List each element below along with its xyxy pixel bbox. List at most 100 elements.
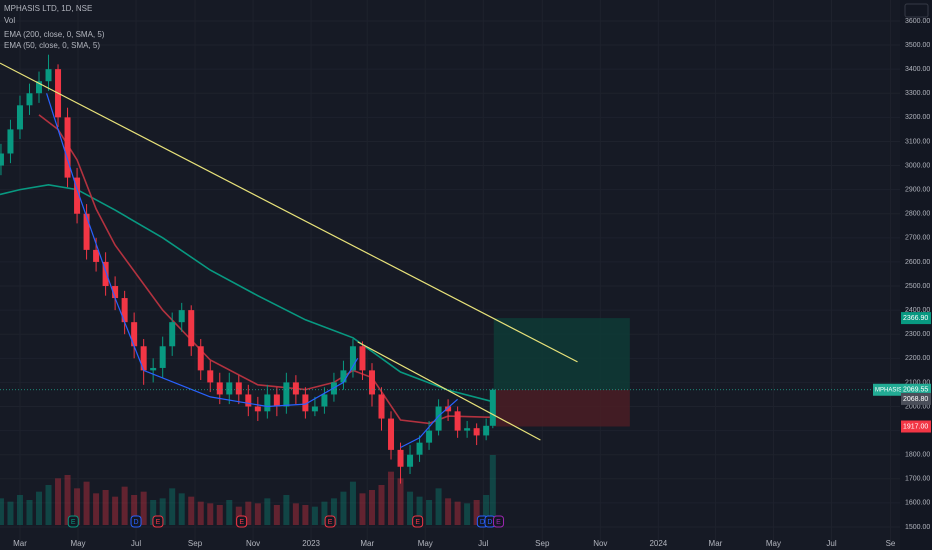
- candle-body: [321, 394, 328, 407]
- volume-legend: Vol: [4, 16, 15, 25]
- volume-bar: [330, 498, 337, 525]
- candle-body: [150, 367, 157, 371]
- candle-body: [388, 418, 395, 450]
- ema-line: [0, 183, 494, 403]
- event-label: E: [239, 519, 244, 526]
- legend-entry: EMA (50, close, 0, SMA, 5): [4, 41, 100, 50]
- candle-body: [112, 286, 119, 299]
- volume-bar: [102, 490, 109, 525]
- y-tick-label: 3000.00: [905, 162, 930, 169]
- cup-curve: [400, 398, 458, 449]
- candle-body: [245, 394, 252, 407]
- candle-body: [197, 346, 204, 371]
- y-tick-label: 2000.00: [905, 403, 930, 410]
- price-axis: [900, 0, 932, 550]
- volume-bar: [0, 498, 4, 525]
- y-tick-label: 1600.00: [905, 500, 930, 507]
- candle-body: [16, 105, 23, 130]
- volume-bar: [216, 505, 223, 525]
- settings-button[interactable]: [904, 3, 929, 18]
- price-tag-label: 2366.90: [903, 315, 928, 322]
- candle-body: [140, 346, 147, 371]
- candle-body: [483, 425, 490, 436]
- candle-body: [7, 129, 14, 154]
- candle-body: [216, 382, 223, 395]
- volume-bar: [426, 500, 433, 525]
- volume-bar: [140, 491, 147, 525]
- candle-body: [188, 310, 195, 347]
- candle-body: [207, 370, 214, 383]
- candle-body: [102, 261, 109, 287]
- candle-body: [83, 213, 90, 250]
- volume-bar: [131, 495, 138, 525]
- volume-bar: [55, 478, 62, 525]
- volume-bar: [264, 498, 271, 525]
- volume-bar: [83, 481, 90, 525]
- candle-body: [378, 394, 385, 419]
- candle-body: [359, 346, 366, 371]
- event-marker: [493, 515, 505, 528]
- candle-body: [26, 93, 33, 106]
- x-tick-label: May: [766, 539, 781, 548]
- volume-bar: [226, 500, 233, 525]
- candle-body: [121, 298, 128, 323]
- candle-body: [454, 411, 461, 431]
- x-tick-label: May: [70, 539, 85, 548]
- price-tag: [901, 383, 931, 396]
- x-tick-label: Nov: [593, 539, 607, 548]
- candle-body: [407, 454, 414, 467]
- event-label: E: [415, 519, 420, 526]
- volume-bar: [397, 478, 404, 525]
- volume-bar: [7, 501, 14, 525]
- candle-body: [64, 117, 71, 178]
- volume-bar: [445, 498, 452, 525]
- symbol-tag: [873, 383, 901, 396]
- volume-bar: [473, 500, 480, 525]
- event-label: E: [156, 519, 161, 526]
- candle-body: [273, 394, 280, 407]
- volume-bar: [388, 471, 395, 525]
- candle-body: [473, 428, 480, 436]
- event-label: E: [328, 519, 333, 526]
- event-marker: [324, 515, 336, 528]
- x-tick-label: 2023: [302, 539, 320, 548]
- volume-bar: [112, 496, 119, 525]
- x-tick-label: Nov: [246, 539, 260, 548]
- volume-bar: [464, 503, 471, 525]
- volume-bar: [283, 495, 290, 525]
- y-tick-label: 3400.00: [905, 66, 930, 73]
- y-tick-label: 2500.00: [905, 283, 930, 290]
- y-tick-label: 2600.00: [905, 259, 930, 266]
- volume-bar: [483, 495, 490, 525]
- volume-bar: [74, 488, 81, 525]
- candle-body: [340, 370, 347, 383]
- candle-body: [131, 322, 138, 347]
- volume-bar: [321, 501, 328, 525]
- x-tick-label: Se: [886, 539, 896, 548]
- y-tick-label: 2100.00: [905, 379, 930, 386]
- candle-body: [235, 382, 242, 395]
- volume-bar: [121, 486, 128, 525]
- candle-body: [74, 177, 81, 214]
- y-tick-label: 2300.00: [905, 331, 930, 338]
- candle-body: [302, 394, 309, 412]
- candle-body: [254, 406, 261, 412]
- y-tick-label: 3300.00: [905, 90, 930, 97]
- volume-bar: [368, 490, 375, 525]
- y-tick-label: 3500.00: [905, 42, 930, 49]
- price-tag: [901, 392, 931, 405]
- x-tick-label: Mar: [13, 539, 27, 548]
- candle-body: [349, 346, 356, 371]
- volume-bar: [159, 498, 166, 525]
- volume-bar: [45, 485, 52, 525]
- x-tick-label: Jul: [131, 539, 141, 548]
- volume-bar: [378, 485, 385, 525]
- candle-body: [368, 370, 375, 395]
- volume-bar: [254, 503, 261, 525]
- candle-body: [416, 442, 423, 455]
- volume-bar: [454, 501, 461, 525]
- price-tag-label: 2069.55: [903, 387, 928, 394]
- candle-body: [0, 153, 4, 166]
- candle-body: [489, 389, 496, 426]
